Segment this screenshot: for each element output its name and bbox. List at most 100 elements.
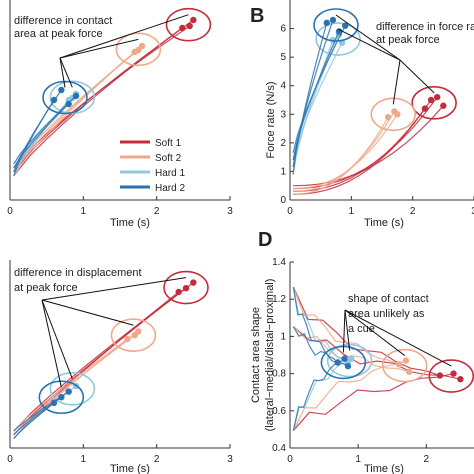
panel-d-annotation-1: shape of contact xyxy=(348,293,429,305)
peak-point-soft-2 xyxy=(384,113,392,121)
series-line-hard-2 xyxy=(13,402,55,439)
annotation-pointer xyxy=(59,57,73,88)
series-line-soft-1 xyxy=(293,108,426,195)
peak-point-hard-2 xyxy=(50,96,58,104)
panel-a-legend: Soft 1 Soft 2 Hard 1 Hard 2 xyxy=(120,138,185,194)
y-tick-label: 3 xyxy=(280,109,286,120)
peak-point-soft-1 xyxy=(440,102,447,109)
panel-d-letter: D xyxy=(258,229,272,251)
series-line-hard-1 xyxy=(292,42,343,161)
x-tick-label: 3 xyxy=(471,206,474,217)
peak-point-hard-2 xyxy=(323,19,330,27)
panel-b-ylabel: Force rate (N/s) xyxy=(265,81,277,158)
series-line-soft-1 xyxy=(293,96,438,190)
peak-point-hard-2 xyxy=(50,399,58,407)
panel-a-xlabel: Time (s) xyxy=(110,217,150,229)
annotation-pointer xyxy=(59,57,66,88)
ellipse-hard-1 xyxy=(315,22,361,56)
y-tick-label: 0.8 xyxy=(272,369,286,380)
legend-label: Hard 2 xyxy=(155,183,185,194)
annotation-pointer xyxy=(41,277,187,301)
ellipse-soft-2 xyxy=(110,318,157,353)
series-line-soft-2 xyxy=(292,360,407,431)
x-tick-label: 3 xyxy=(227,206,233,217)
panel-d: D 0 1 2 0.4 0.6 0.8 1 1.2 1.4 Time (s) Contact a… xyxy=(250,229,474,474)
y-tick-label: 0.4 xyxy=(272,443,286,454)
annotation-pointer xyxy=(335,14,401,61)
annotation-pointer xyxy=(392,59,401,105)
annotation-pointer xyxy=(59,38,139,59)
series-line-hard-2 xyxy=(13,95,77,165)
ellipse-hard-2 xyxy=(42,80,88,115)
peak-point-hard-2 xyxy=(65,100,72,108)
series-line-hard-2 xyxy=(292,25,346,154)
peak-point-soft-1 xyxy=(450,370,457,377)
peak-point-hard-2 xyxy=(329,16,337,24)
peak-point-hard-2 xyxy=(342,22,349,29)
panel-d-annotation-3: a cue xyxy=(348,323,375,335)
panel-b-letter: B xyxy=(250,5,264,27)
panel-b: B 01230123456 Time (s) Force rate (N/s) … xyxy=(250,0,474,229)
series-line-hard-2 xyxy=(292,287,339,363)
y-tick-label: 0 xyxy=(280,195,286,206)
peak-point-soft-1 xyxy=(457,375,464,383)
panel-d-ylabel-1: Contact area shape xyxy=(250,307,262,403)
peak-point-hard-1 xyxy=(348,355,355,362)
peak-point-soft-1 xyxy=(421,105,429,112)
panel-d-xlabel: Time (s) xyxy=(364,463,404,474)
annotation-pointer xyxy=(344,309,452,367)
peak-point-soft-2 xyxy=(394,111,401,118)
peak-point-soft-1 xyxy=(436,372,444,379)
series-line-soft-2 xyxy=(293,116,389,195)
series-line-soft-2 xyxy=(292,286,400,365)
x-tick-label: 2 xyxy=(154,206,160,217)
peak-point-soft-2 xyxy=(406,368,413,375)
annotation-pointer xyxy=(337,28,401,61)
legend-label: Soft 2 xyxy=(155,153,182,164)
x-tick-label: 0 xyxy=(7,206,13,217)
x-tick-label: 1 xyxy=(355,454,361,465)
ellipse-soft-1 xyxy=(411,86,457,120)
annotation-pointer xyxy=(41,299,134,326)
panel-b-annotation-1: difference in force rate xyxy=(376,21,474,33)
x-tick-label: 1 xyxy=(349,206,355,217)
y-tick-label: 0.6 xyxy=(272,406,286,417)
peak-point-hard-2 xyxy=(341,355,348,362)
ellipse-soft-1 xyxy=(428,359,474,393)
x-tick-label: 3 xyxy=(227,454,233,465)
y-tick-label: 1 xyxy=(280,331,286,342)
x-tick-label: 0 xyxy=(287,454,293,465)
x-tick-label: 2 xyxy=(410,206,416,217)
series-line-soft-1 xyxy=(13,282,194,432)
ellipse-soft-1 xyxy=(163,270,209,305)
annotation-pointer xyxy=(342,309,346,353)
legend-label: Hard 1 xyxy=(155,168,185,179)
y-tick-label: 2 xyxy=(280,138,286,149)
series-line-soft-1 xyxy=(13,291,180,439)
peak-point-hard-2 xyxy=(65,388,72,395)
panel-d-annotation-2: area unlikely as xyxy=(348,308,425,320)
legend-label: Soft 1 xyxy=(155,138,182,149)
annotation-pointer xyxy=(344,309,351,351)
peak-point-hard-2 xyxy=(58,86,65,94)
peak-point-soft-1 xyxy=(190,16,197,24)
ellipse-soft-2 xyxy=(115,32,162,67)
ellipse-soft-2 xyxy=(370,97,417,132)
x-tick-label: 2 xyxy=(154,454,160,465)
series-line-hard-2 xyxy=(292,22,328,175)
ellipse-soft-2 xyxy=(381,348,428,383)
panel-a: 0 1 2 3 Time (s) difference in contact area… xyxy=(7,0,233,229)
x-tick-label: 0 xyxy=(287,206,293,217)
series-line-soft-1 xyxy=(293,326,461,380)
ellipse-hard-1 xyxy=(49,371,96,406)
peak-point-hard-2 xyxy=(72,92,80,100)
panel-c: 0 1 2 3 Time (s) difference in displacement… xyxy=(7,260,233,474)
peak-point-soft-1 xyxy=(186,22,193,30)
x-tick-label: 0 xyxy=(7,454,13,465)
peak-point-hard-2 xyxy=(344,362,352,370)
annotation-pointer xyxy=(344,309,406,356)
x-tick-label: 2 xyxy=(424,454,430,465)
panel-c-annotation-1: difference in displacement xyxy=(14,267,142,279)
annotation-pointer xyxy=(399,59,435,94)
y-tick-label: 1.4 xyxy=(272,257,286,268)
